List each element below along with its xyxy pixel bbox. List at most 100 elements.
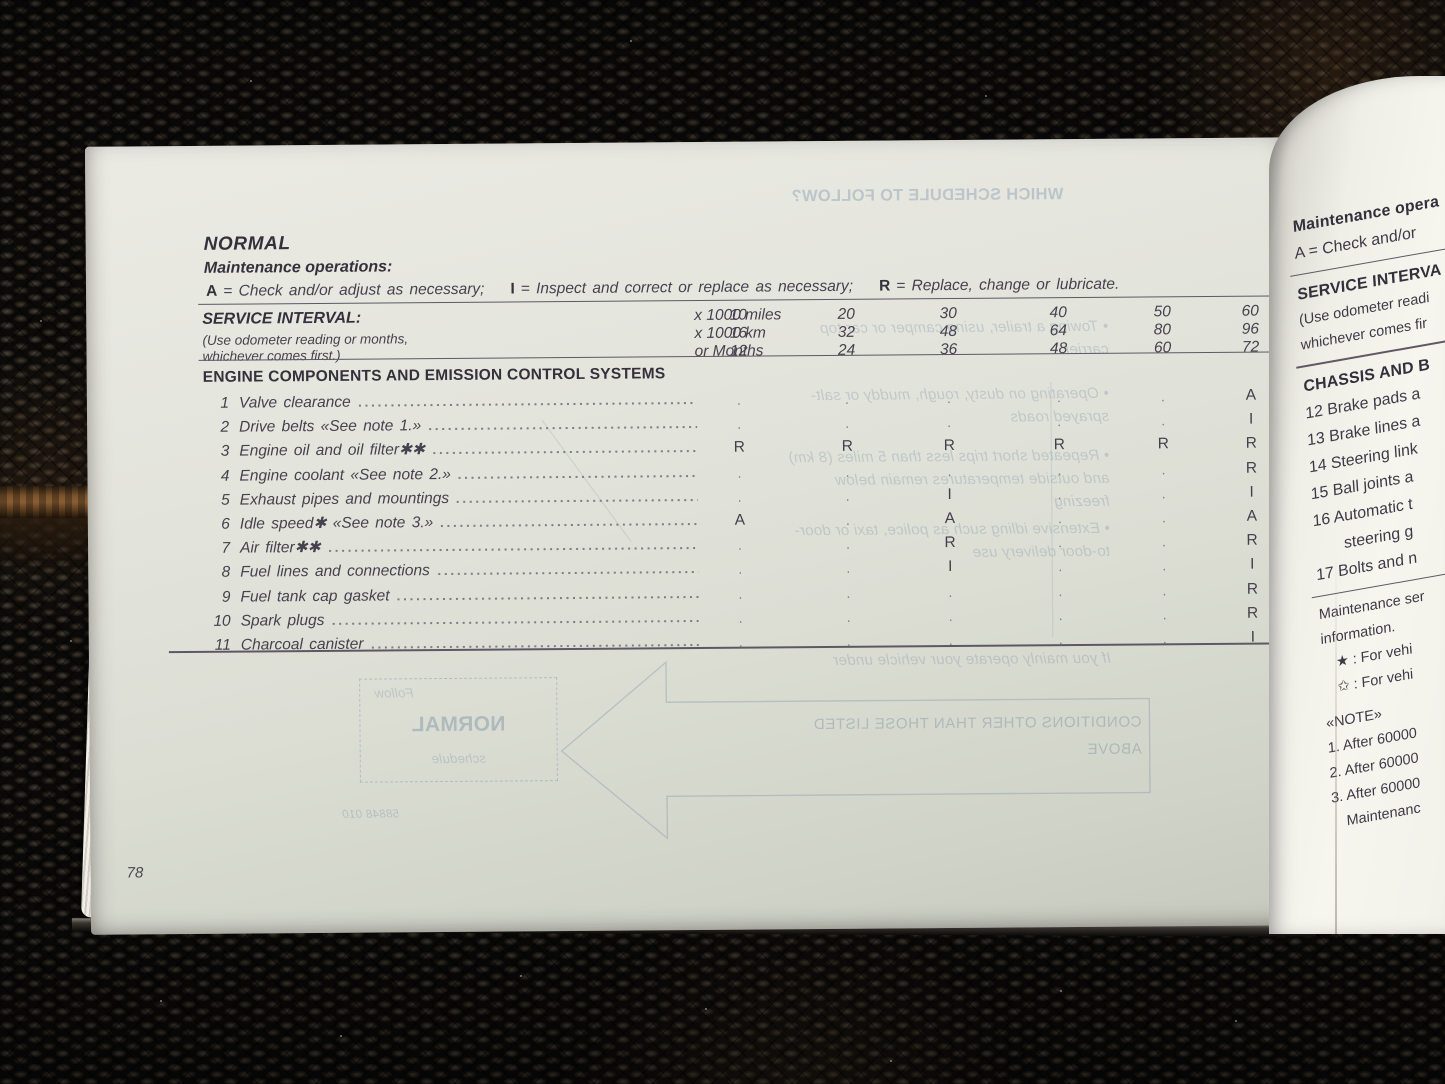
interval-mark: . [845,463,850,480]
interval-mark: R [1053,436,1065,454]
interval-mark: R [1245,435,1257,453]
item-name: Drive belts «See note 1.» [239,417,422,436]
item-name: Exhaust pipes and mountings [239,489,450,509]
interval-mark: . [1161,485,1166,502]
surface-highlight-specks [160,1000,162,1002]
interval-mark: . [947,462,952,479]
interval-mark: . [846,608,851,625]
interval-mark: . [1058,558,1063,575]
service-interval-title: SERVICE INTERVAL: [202,309,362,328]
leader-dots [440,509,698,536]
legend-text-a: = Check and/or adjust as necessary; [223,280,485,300]
service-interval-note-2: whichever comes first.) [202,347,341,364]
interval-value: 72 [1241,338,1260,356]
interval-mark: . [846,536,851,553]
item-name: Fuel lines and connections [240,562,430,581]
interval-mark: . [947,414,952,431]
item-name: Charcoal canister [240,635,364,654]
interval-mark: I [948,558,953,576]
legend-symbol-a: A [205,282,218,300]
maintenance-item-row: 9 Fuel tank cap gasket..... R [204,580,1258,610]
legend-item-i: I = Inspect and correct or replace as nec… [510,278,853,299]
interval-value: 10 [729,306,747,324]
legend-text-i: = Inspect and correct or replace as nece… [520,277,854,298]
item-number: 2 [220,418,230,436]
legend-item-a: A = Check and/or adjust as necessary; [206,281,484,301]
maintenance-item-row: 10 Spark plugs..... R [205,604,1258,634]
interval-value: 24 [837,341,856,359]
interval-mark: . [1162,606,1167,623]
interval-mark: R [1157,435,1169,453]
items-rows: 1 Valve clearance..... A 2 Drive belts «See … [203,383,1305,662]
interval-mark: . [845,415,850,432]
ghost-box-follow: Follow [374,685,414,701]
interval-mark: . [845,487,850,504]
interval-mark: . [737,488,742,505]
interval-mark: . [1058,582,1063,599]
item-name: Engine oil and oil filter✱✱ [239,441,426,460]
interval-mark: . [738,536,743,553]
item-number: 7 [221,539,231,557]
item-number: 1 [220,394,230,412]
legend-symbol-r: R [878,277,891,295]
maintenance-operations-heading: Maintenance operations: [203,258,393,277]
interval-mark: . [1162,630,1167,647]
item-name: Idle speed✱ «See note 3.» [239,514,434,533]
section-heading: ENGINE COMPONENTS AND EMISSION CONTROL S… [202,365,666,386]
interval-mark: . [1058,534,1063,551]
interval-mark: I [1249,483,1254,501]
item-number: 9 [221,588,231,606]
maintenance-item-row: 7 Air filter✱✱.. R.. R [204,532,1258,561]
interval-mark: R [1246,531,1258,549]
schedule-title: NORMAL [203,233,291,255]
interval-mark: . [946,390,951,407]
interval-mark: R [1246,580,1259,598]
interval-mark: . [1057,485,1062,502]
interval-mark: R [944,534,956,552]
interval-mark: . [1161,509,1166,526]
maintenance-item-row: 8 Fuel lines and connections.. I.. I [204,556,1254,585]
maintenance-item-row: 6 Idle speed✱ «See note 3.» A. A.. A [204,508,1257,537]
interval-mark: . [738,609,743,626]
ghost-heading: WHICH SCHEDULE TO FOLLOW? [791,185,1064,206]
maintenance-item-row: 2 Drive belts «See note 1.»..... I [203,411,1253,440]
interval-mark: I [947,485,952,503]
item-name: Fuel tank cap gasket [240,587,390,606]
interval-mark: . [1057,510,1062,527]
interval-mark: . [1162,557,1167,574]
item-number: 5 [221,491,230,509]
interval-mark: . [846,560,851,577]
interval-mark: . [948,632,953,649]
interval-mark: . [1161,460,1166,477]
leader-dots [428,412,698,439]
interval-mark: . [1057,461,1062,478]
interval-value: 80 [1153,321,1172,339]
left-page: WHICH SCHEDULE TO FOLLOW? • Towing a tra… [84,137,1314,935]
maintenance-item-row: 11 Charcoal canister..... I [205,629,1255,658]
legend-symbol-i: I [510,280,515,298]
item-name: Spark plugs [240,611,325,630]
interval-mark: . [948,607,953,624]
service-interval-header: SERVICE INTERVAL: (Use odometer reading … [202,299,1302,364]
interval-mark: . [846,584,851,601]
interval-value: 16 [729,324,748,342]
item-name: Engine coolant «See note 2.» [239,465,451,485]
right-page: Maintenance opera A = Check and/or SERVICE… [1269,76,1445,934]
interval-mark: R [1246,604,1259,622]
interval-mark: . [737,415,742,432]
interval-value: 32 [837,323,856,341]
maintenance-item-row: 3 Engine oil and oil filter✱✱ R R R R R R [203,435,1257,464]
interval-mark: R [841,438,853,456]
interval-mark: . [844,390,849,407]
interval-value: 40 [1049,304,1067,322]
leader-dots [455,484,698,511]
interval-mark: . [738,633,743,650]
leader-dots [370,630,699,657]
interval-value: 64 [1049,322,1068,340]
interval-mark: A [734,511,746,529]
interval-value: 12 [729,342,748,360]
service-interval-note-1: (Use odometer reading or months, [202,331,409,348]
interval-value: 30 [939,304,957,323]
maintenance-item-row: 1 Valve clearance..... A [203,387,1256,416]
